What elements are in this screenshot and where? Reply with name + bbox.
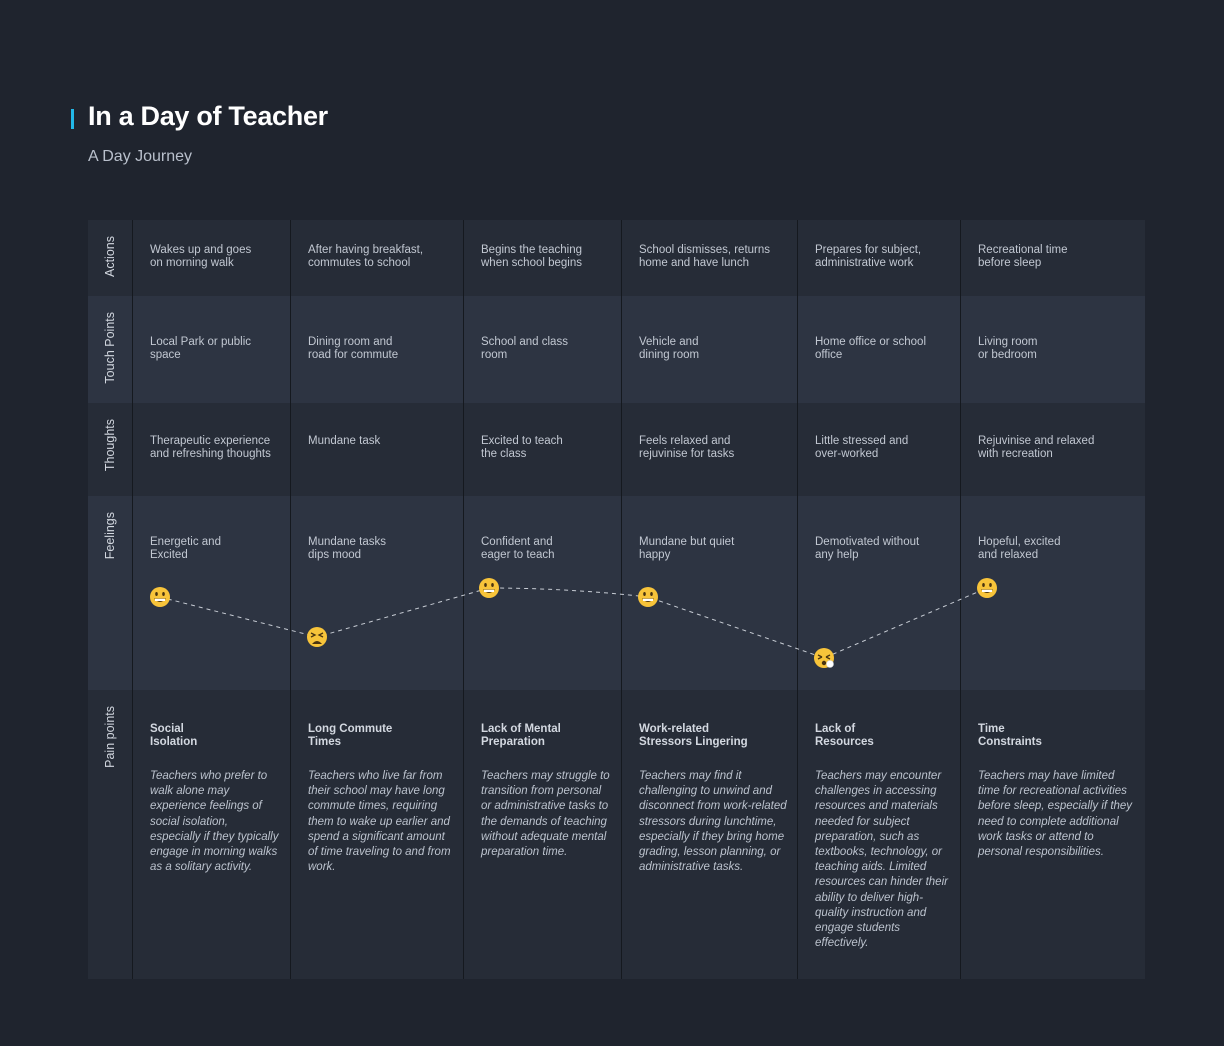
feeling-text: Demotivated without any help (815, 536, 920, 562)
touch-point-cell: Living room or bedroom (960, 296, 1145, 403)
pain-point-description: Teachers who prefer to walk alone may ex… (150, 770, 279, 874)
thought-cell: Therapeutic experience and refreshing th… (132, 403, 290, 496)
pain-point-title: Lack of Mental Preparation (481, 723, 561, 749)
row-label-actions-cell: Actions (88, 220, 132, 296)
action-cell: School dismisses, returns home and have … (621, 220, 797, 296)
touch-point-text: Dining room and road for commute (308, 336, 399, 362)
pain-point-description: Teachers may struggle to transition from… (481, 770, 610, 859)
journey-map: Actions Wakes up and goes on morning wal… (88, 220, 1145, 979)
feeling-text: Hopeful, excited and relaxed (978, 536, 1061, 562)
touch-point-text: School and class room (481, 336, 568, 362)
row-label-thoughts: Thoughts (103, 419, 117, 472)
thought-cell: Mundane task (290, 403, 463, 496)
feeling-text: Mundane but quiet happy (639, 536, 735, 562)
action-cell: Begins the teaching when school begins (463, 220, 621, 296)
action-cell: After having breakfast, commutes to scho… (290, 220, 463, 296)
feeling-text: Energetic and Excited (150, 536, 221, 562)
thought-cell: Little stressed and over-worked (797, 403, 960, 496)
feeling-cell: Energetic and Excited (132, 496, 290, 690)
pain-point-cell: Lack of Resources Teachers may encounter … (797, 690, 960, 979)
thought-text: Rejuvinise and relaxed with recreation (978, 435, 1095, 461)
page-title: In a Day of Teacher (88, 101, 328, 131)
pain-point-cell: Time Constraints Teachers may have limite… (960, 690, 1145, 979)
row-label-actions: Actions (103, 236, 117, 277)
action-cell: Recreational time before sleep (960, 220, 1145, 296)
pain-point-title: Work-related Stressors Lingering (639, 723, 748, 749)
pain-point-cell: Lack of Mental Preparation Teachers may s… (463, 690, 621, 979)
touch-point-cell: Local Park or public space (132, 296, 290, 403)
touch-point-cell: Dining room and road for commute (290, 296, 463, 403)
touch-point-cell: Vehicle and dining room (621, 296, 797, 403)
action-text: After having breakfast, commutes to scho… (308, 244, 424, 270)
touch-point-text: Living room or bedroom (978, 336, 1038, 362)
pain-point-title: Lack of Resources (815, 723, 874, 749)
row-label-feelings-cell: Feelings (88, 496, 132, 690)
touch-point-text: Home office or school office (815, 336, 927, 362)
pain-point-description: Teachers who live far from their school … (308, 770, 451, 874)
row-label-thoughts-cell: Thoughts (88, 403, 132, 496)
feeling-cell: Demotivated without any help (797, 496, 960, 690)
pain-point-cell: Work-related Stressors Lingering Teachers… (621, 690, 797, 979)
pain-point-title: Social Isolation (150, 723, 198, 749)
thought-text: Feels relaxed and rejuvinise for tasks (639, 435, 735, 461)
page-subtitle: A Day Journey (88, 148, 193, 165)
thought-text: Little stressed and over-worked (815, 435, 909, 461)
action-text: Begins the teaching when school begins (481, 244, 583, 270)
pain-point-title: Time Constraints (978, 723, 1042, 749)
touch-point-text: Vehicle and dining room (639, 336, 700, 362)
feeling-text: Mundane tasks dips mood (308, 536, 386, 562)
action-text: School dismisses, returns home and have … (639, 244, 771, 270)
thought-cell: Rejuvinise and relaxed with recreation (960, 403, 1145, 496)
feeling-cell: Mundane but quiet happy (621, 496, 797, 690)
row-label-touch-points: Touch Points (103, 312, 117, 384)
pain-point-cell: Long Commute Times Teachers who live far … (290, 690, 463, 979)
action-cell: Wakes up and goes on morning walk (132, 220, 290, 296)
touch-point-text: Local Park or public space (150, 336, 251, 362)
pain-point-cell: Social Isolation Teachers who prefer to w… (132, 690, 290, 979)
action-text: Wakes up and goes on morning walk (150, 244, 252, 270)
touch-point-cell: School and class room (463, 296, 621, 403)
action-cell: Prepares for subject, administrative wor… (797, 220, 960, 296)
thought-text: Mundane task (308, 435, 381, 447)
pain-point-title: Long Commute Times (308, 723, 393, 749)
action-text: Prepares for subject, administrative wor… (815, 244, 922, 270)
feeling-text: Confident and eager to teach (481, 536, 555, 562)
pain-point-description: Teachers may find it challenging to unwi… (639, 770, 787, 874)
action-text: Recreational time before sleep (978, 244, 1068, 270)
thought-text: Excited to teach the class (481, 435, 563, 461)
row-label-pain-points: Pain points (103, 706, 117, 768)
pain-point-description: Teachers may encounter challenges in acc… (815, 770, 948, 950)
title-accent-bar (71, 109, 74, 129)
feeling-cell: Hopeful, excited and relaxed (960, 496, 1145, 690)
touch-point-cell: Home office or school office (797, 296, 960, 403)
thought-cell: Excited to teach the class (463, 403, 621, 496)
row-label-touch-points-cell: Touch Points (88, 296, 132, 403)
feeling-cell: Confident and eager to teach (463, 496, 621, 690)
thought-cell: Feels relaxed and rejuvinise for tasks (621, 403, 797, 496)
row-label-feelings: Feelings (103, 512, 117, 560)
row-label-pain-points-cell: Pain points (88, 690, 132, 979)
feeling-cell: Mundane tasks dips mood (290, 496, 463, 690)
pain-point-description: Teachers may have limited time for recre… (978, 770, 1133, 859)
thought-text: Therapeutic experience and refreshing th… (150, 435, 271, 461)
